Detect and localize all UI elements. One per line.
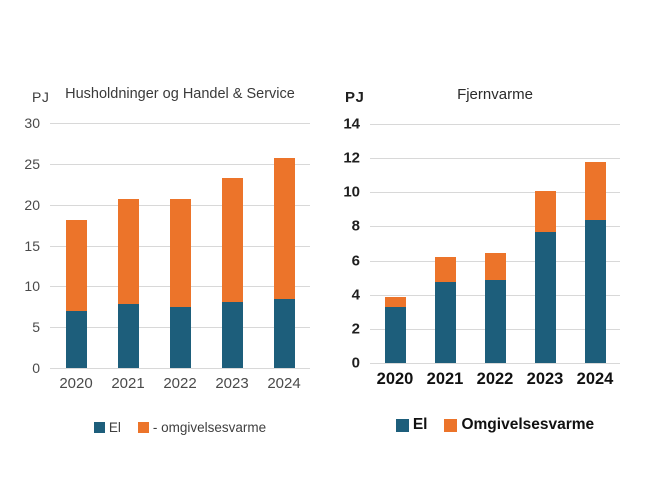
chart-title: Husholdninger og Handel & Service [65, 86, 295, 102]
y-tick-label: 2 [351, 320, 360, 338]
chart-header: PJ Husholdninger og Handel & Service [20, 86, 310, 112]
x-axis-label-2024: 2024 [267, 375, 301, 392]
bar-segment-el [273, 298, 295, 368]
x-axis-label-2022: 2022 [476, 370, 514, 388]
bar-segment-omgivelsesvarme [484, 252, 506, 281]
stacked-bar-2022 [484, 252, 506, 363]
legend-swatch-icon [137, 422, 149, 433]
gridline [370, 124, 620, 125]
bar-segment-omgivelsesvarme [221, 177, 243, 302]
bar-segment-el [65, 310, 87, 368]
bar-segment-omgivelsesvarme [273, 158, 295, 299]
legend-label: El [108, 420, 121, 435]
stacked-bar-2020 [65, 220, 87, 368]
x-axis-label-2021: 2021 [111, 375, 145, 392]
bar-segment-omgivelsesvarme [65, 220, 87, 311]
gridline [50, 368, 310, 369]
y-tick-label: 8 [351, 217, 360, 235]
legend-item-el: El [93, 420, 121, 435]
y-axis-tick-labels: 0 5 10 15 20 25 30 [20, 116, 50, 375]
bar-segment-el [584, 220, 606, 363]
gridline [50, 163, 310, 165]
y-tick-label: 30 [24, 115, 40, 131]
stacked-bar-2022 [169, 198, 191, 368]
y-tick-label: 20 [24, 196, 40, 213]
gridline [50, 123, 310, 124]
bar-segment-el [434, 281, 456, 363]
gridline [370, 192, 620, 194]
bar-segment-omgivelsesvarme [117, 198, 139, 305]
bar-segment-el [384, 306, 406, 363]
gridline [370, 158, 620, 160]
legend: El - omgivelsesvarme [50, 420, 310, 435]
x-axis-label-2023: 2023 [215, 375, 249, 392]
legend: El Omgivelsesvarme [370, 416, 620, 434]
legend-swatch-icon [444, 418, 458, 432]
y-tick-label: 6 [351, 252, 360, 270]
x-axis-label-2023: 2023 [526, 370, 564, 388]
x-axis-label-2024: 2024 [576, 370, 614, 388]
stacked-bar-2023 [534, 191, 556, 363]
stacked-bar-2020 [384, 297, 406, 363]
stacked-bar-2023 [221, 177, 243, 368]
plot-row: 0 2 4 6 8 10 12 14 [333, 117, 620, 371]
y-tick-label: 0 [351, 354, 360, 372]
y-axis-unit-label: PJ [32, 89, 50, 105]
y-tick-label: 25 [24, 155, 40, 172]
y-tick-label: 15 [24, 237, 40, 254]
stacked-bar-2021 [117, 198, 139, 368]
bar-segment-el [169, 306, 191, 368]
legend-swatch-icon [93, 422, 105, 433]
legend-item-el: El [395, 416, 428, 434]
chart-title: Fjernvarme [457, 86, 533, 103]
y-tick-label: 0 [32, 360, 40, 376]
bar-segment-el [484, 280, 506, 363]
gridline [370, 363, 620, 364]
chart-husholdninger-handel-service: PJ Husholdninger og Handel & Service 0 5 1… [20, 86, 310, 435]
chart-fjernvarme: PJ Fjernvarme 0 2 4 6 8 10 12 14 2020 2021 2022 20… [333, 86, 620, 434]
bar-segment-omgivelsesvarme [169, 198, 191, 307]
legend-label: - omgivelsesvarme [152, 420, 267, 435]
legend-item-omgivelsesvarme: Omgivelsesvarme [444, 416, 594, 434]
legend-label: Omgivelsesvarme [461, 416, 595, 433]
bar-segment-omgivelsesvarme [584, 162, 606, 221]
x-axis-label-2020: 2020 [376, 370, 414, 388]
y-tick-label: 4 [351, 286, 360, 304]
bar-segment-el [221, 301, 243, 368]
y-tick-label: 14 [343, 115, 360, 133]
bar-segment-omgivelsesvarme [384, 297, 406, 307]
y-tick-label: 10 [24, 278, 40, 295]
legend-label: El [412, 416, 428, 433]
x-axis-labels: 2020 2021 2022 2023 2024 [50, 375, 310, 397]
bar-segment-omgivelsesvarme [434, 257, 456, 282]
plot-area [50, 123, 310, 369]
x-axis-label-2021: 2021 [426, 370, 464, 388]
x-axis-label-2020: 2020 [59, 375, 93, 392]
y-tick-label: 10 [343, 183, 360, 201]
stacked-bar-2024 [273, 158, 295, 368]
gridline [370, 226, 620, 228]
plot-row: 0 5 10 15 20 25 30 [20, 116, 310, 375]
y-tick-label: 5 [32, 319, 40, 336]
stacked-bar-2021 [434, 257, 456, 363]
x-axis-label-2022: 2022 [163, 375, 197, 392]
y-tick-label: 12 [343, 149, 360, 167]
stacked-bar-2024 [584, 162, 606, 363]
legend-item-omgivelsesvarme: - omgivelsesvarme [137, 420, 267, 435]
bar-segment-el [534, 231, 556, 363]
plot-area [370, 124, 620, 364]
x-axis-labels: 2020 2021 2022 2023 2024 [370, 370, 620, 392]
bar-segment-el [117, 304, 139, 368]
bar-segment-omgivelsesvarme [534, 191, 556, 232]
y-axis-unit-label: PJ [345, 89, 365, 106]
chart-header: PJ Fjernvarme [333, 86, 620, 112]
y-axis-tick-labels: 0 2 4 6 8 10 12 14 [333, 117, 370, 371]
legend-swatch-icon [395, 418, 409, 432]
